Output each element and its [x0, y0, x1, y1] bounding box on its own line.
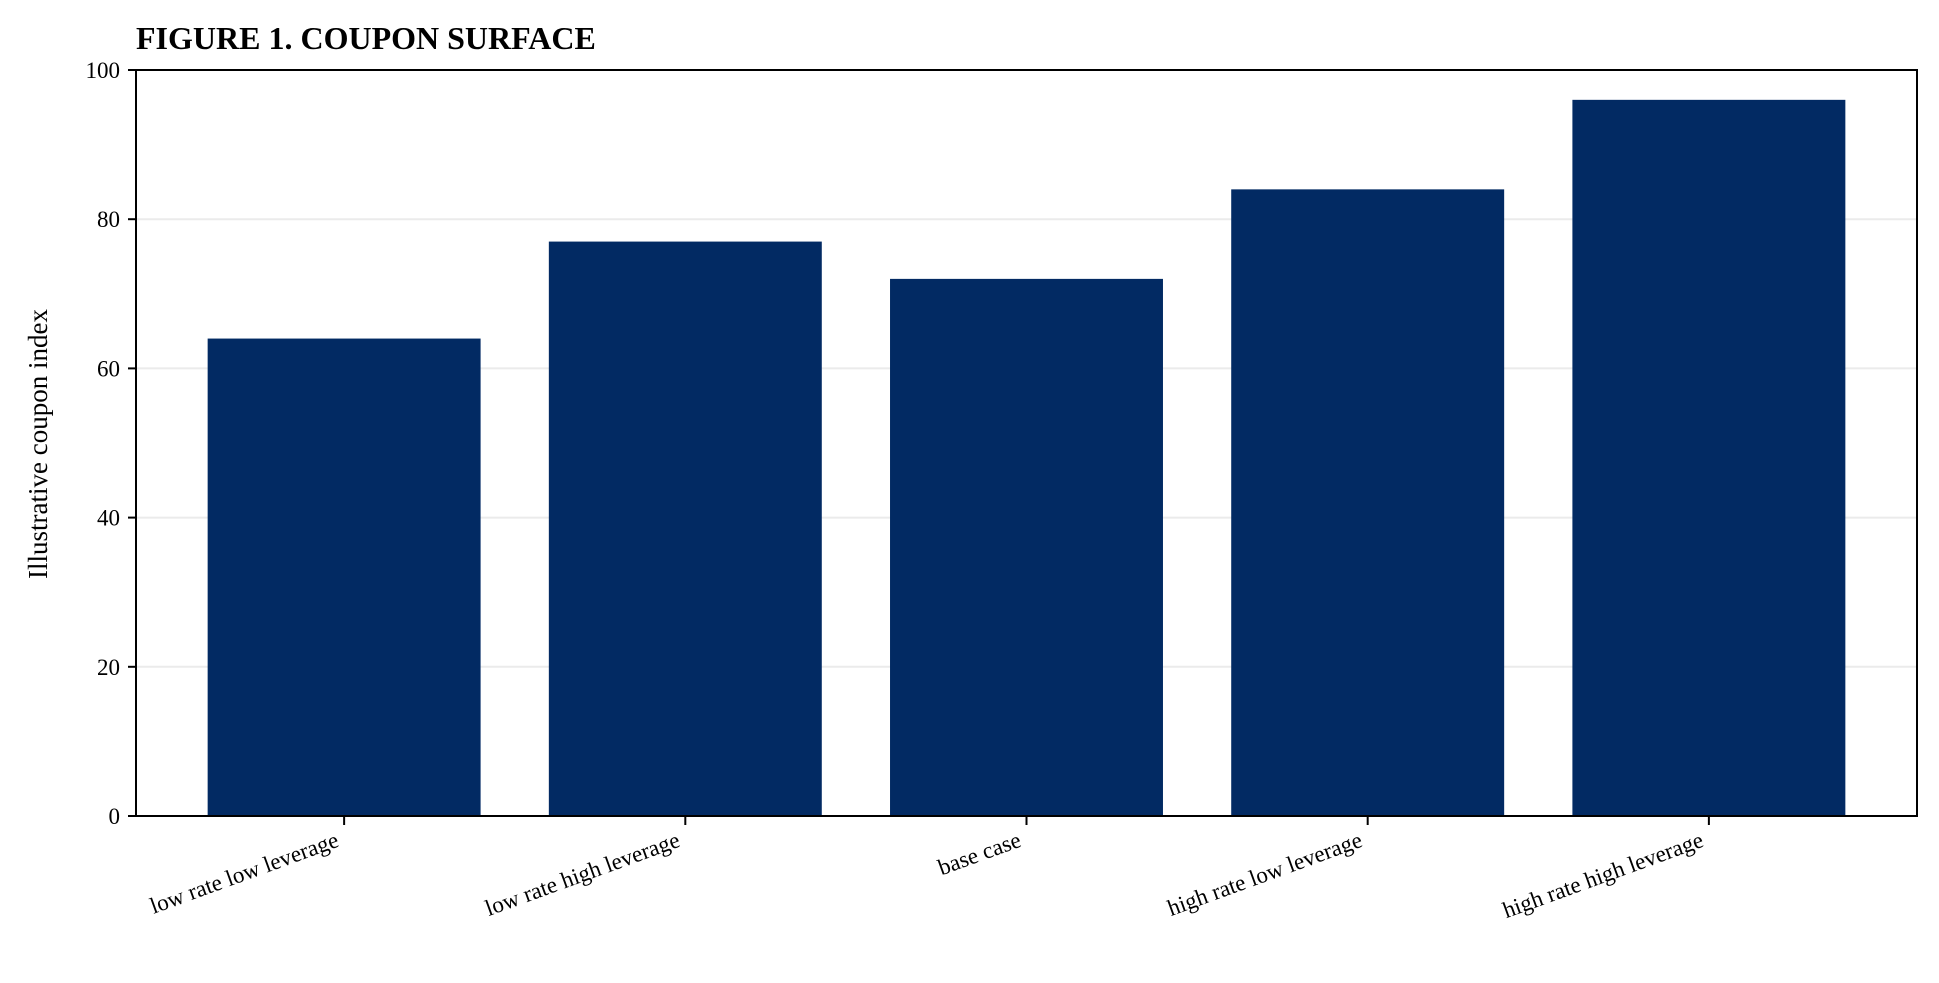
- y-tick-label: 0: [109, 804, 121, 829]
- y-tick-label: 60: [97, 356, 120, 381]
- x-tick-label: base case: [935, 827, 1025, 880]
- bars: [207, 99, 1846, 817]
- x-tick-label: low rate low leverage: [147, 827, 342, 918]
- chart-title: FIGURE 1. COUPON SURFACE: [136, 20, 596, 56]
- bar: [1231, 189, 1505, 817]
- bar: [548, 241, 822, 816]
- y-tick-label: 20: [97, 655, 120, 680]
- x-tick-label: high rate high leverage: [1499, 827, 1706, 923]
- y-axis-label: Illustrative coupon index: [23, 309, 53, 579]
- bar: [207, 338, 481, 816]
- x-tick-label: low rate high leverage: [482, 827, 683, 921]
- y-tick-label: 80: [97, 207, 120, 232]
- bar: [1572, 99, 1846, 817]
- bar: [890, 278, 1163, 816]
- y-tick-label: 40: [97, 506, 120, 531]
- y-axis: 0 20 40 60 80 100: [86, 58, 136, 829]
- y-tick-label: 100: [86, 58, 121, 83]
- x-tick-label: high rate low leverage: [1164, 827, 1365, 921]
- x-axis: low rate low leverage low rate high lever…: [147, 816, 1710, 923]
